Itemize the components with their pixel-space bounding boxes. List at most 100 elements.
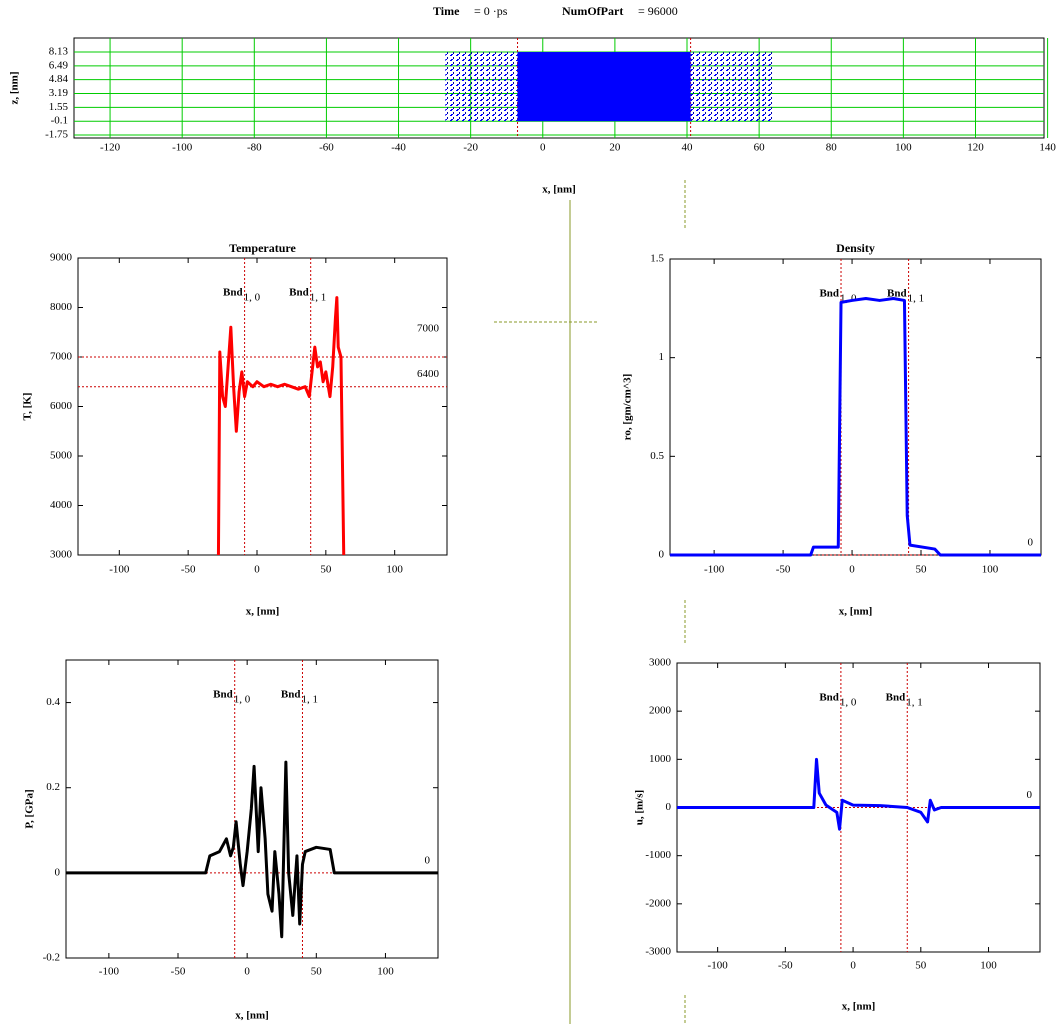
x-tick-label: 50 bbox=[915, 960, 927, 972]
plot-frame bbox=[77, 257, 448, 556]
boundary-label: Bnd bbox=[281, 689, 301, 701]
y-tick-label: 4000 bbox=[50, 499, 73, 511]
y-tick-label: 6.49 bbox=[49, 59, 69, 71]
x-tick-label: -50 bbox=[778, 960, 793, 972]
boundary-label: Bnd bbox=[887, 288, 907, 300]
y-tick-label: 3000 bbox=[649, 657, 672, 669]
reference-label: 7000 bbox=[417, 323, 440, 335]
x-tick-label: -100 bbox=[704, 564, 725, 576]
boundary-subscript: 1, 1 bbox=[906, 697, 923, 709]
boundary-label: Bnd bbox=[819, 692, 839, 704]
y-tick-label: 2000 bbox=[649, 705, 672, 717]
x-tick-label: -100 bbox=[99, 966, 120, 978]
reference-label: 0 bbox=[425, 854, 431, 866]
x-tick-label: 0 bbox=[244, 966, 250, 978]
x-tick-label: 60 bbox=[754, 142, 766, 154]
y-tick-label: 1.5 bbox=[650, 253, 664, 265]
boundary-label: Bnd bbox=[819, 288, 839, 300]
y-tick-label: 1000 bbox=[649, 753, 672, 765]
x-tick-label: 50 bbox=[916, 564, 928, 576]
y-tick-label: 5000 bbox=[50, 450, 73, 462]
part-value: = 96000 bbox=[638, 4, 678, 18]
chart-title: Temperature bbox=[229, 241, 296, 255]
reference-label: 6400 bbox=[417, 368, 440, 380]
sparse-particles bbox=[445, 52, 518, 122]
boundary-subscript: 1, 0 bbox=[840, 697, 857, 709]
x-axis-label: x, [nm] bbox=[842, 1001, 876, 1013]
boundary-label: Bnd bbox=[886, 692, 906, 704]
boundary-label: Bnd bbox=[289, 287, 309, 299]
y-tick-label: 3.19 bbox=[49, 87, 69, 99]
y-tick-label: -1000 bbox=[645, 849, 671, 861]
x-tick-label: -50 bbox=[776, 564, 791, 576]
x-tick-label: -60 bbox=[319, 142, 334, 154]
y-tick-label: 0.5 bbox=[650, 450, 664, 462]
x-tick-label: -80 bbox=[247, 142, 262, 154]
time-value: = 0 ·ps bbox=[474, 4, 508, 18]
y-tick-label: 0 bbox=[666, 801, 672, 813]
y-tick-label: 0.2 bbox=[46, 781, 60, 793]
sparse-particles bbox=[690, 52, 774, 122]
x-tick-label: 0 bbox=[254, 564, 260, 576]
x-tick-label: 100 bbox=[980, 960, 997, 972]
y-tick-label: 6000 bbox=[50, 400, 73, 412]
x-tick-label: 80 bbox=[826, 142, 838, 154]
x-tick-label: -50 bbox=[171, 966, 186, 978]
data-line bbox=[677, 757, 1040, 831]
x-tick-label: -100 bbox=[708, 960, 729, 972]
x-tick-label: 140 bbox=[1039, 142, 1056, 154]
reference-label: 0 bbox=[1028, 537, 1034, 549]
chart-title: Density bbox=[836, 241, 875, 255]
x-tick-label: 120 bbox=[967, 142, 984, 154]
x-axis-label: x, [nm] bbox=[235, 1010, 269, 1022]
x-tick-label: -100 bbox=[172, 142, 193, 154]
data-line bbox=[66, 760, 438, 939]
reference-label: 0 bbox=[1027, 789, 1033, 801]
y-tick-label: -0.2 bbox=[43, 952, 60, 964]
y-tick-label: 0.4 bbox=[46, 696, 60, 708]
y-tick-label: 8000 bbox=[50, 301, 73, 313]
time-label: Time bbox=[433, 4, 460, 18]
y-axis-label: z, [nm] bbox=[9, 72, 21, 105]
x-tick-label: 50 bbox=[311, 966, 323, 978]
x-tick-label: 40 bbox=[682, 142, 694, 154]
y-tick-label: 0 bbox=[55, 866, 61, 878]
plot-frame bbox=[669, 258, 1042, 556]
y-axis-label: ro, [gm/cm^3] bbox=[622, 374, 634, 441]
boundary-label: Bnd bbox=[213, 689, 233, 701]
data-line bbox=[216, 296, 346, 556]
x-tick-label: 20 bbox=[609, 142, 621, 154]
x-tick-label: -20 bbox=[463, 142, 478, 154]
x-tick-label: 100 bbox=[895, 142, 912, 154]
y-tick-label: 1.55 bbox=[49, 101, 69, 113]
y-tick-label: 9000 bbox=[50, 252, 73, 264]
boundary-subscript: 1, 0 bbox=[234, 694, 251, 706]
x-tick-label: 0 bbox=[849, 564, 855, 576]
x-axis-label: x, [nm] bbox=[246, 606, 280, 618]
dense-particles bbox=[517, 52, 691, 122]
y-tick-label: -2000 bbox=[645, 897, 671, 909]
x-axis-label: x, [nm] bbox=[839, 606, 873, 618]
x-tick-label: -120 bbox=[100, 142, 121, 154]
y-axis-label: T, [K] bbox=[22, 393, 34, 421]
y-tick-label: 8.13 bbox=[49, 46, 69, 58]
y-tick-label: 3000 bbox=[50, 549, 73, 561]
data-line bbox=[670, 296, 1041, 557]
x-tick-label: -100 bbox=[109, 564, 130, 576]
y-tick-label: -0.1 bbox=[51, 115, 68, 127]
part-label: NumOfPart bbox=[562, 4, 623, 18]
x-tick-label: 100 bbox=[982, 564, 999, 576]
boundary-subscript: 1, 1 bbox=[908, 293, 925, 305]
y-tick-label: -1.75 bbox=[45, 129, 68, 141]
y-axis-label: u, [m/s] bbox=[634, 790, 646, 825]
x-axis-label: x, [nm] bbox=[542, 184, 576, 196]
x-tick-label: 100 bbox=[386, 564, 403, 576]
x-tick-label: 0 bbox=[540, 142, 546, 154]
boundary-subscript: 1, 0 bbox=[244, 292, 261, 304]
boundary-subscript: 1, 1 bbox=[301, 694, 318, 706]
x-tick-label: 50 bbox=[320, 564, 332, 576]
y-tick-label: 1 bbox=[659, 351, 665, 363]
x-tick-label: -40 bbox=[391, 142, 406, 154]
y-tick-label: -3000 bbox=[645, 946, 671, 958]
